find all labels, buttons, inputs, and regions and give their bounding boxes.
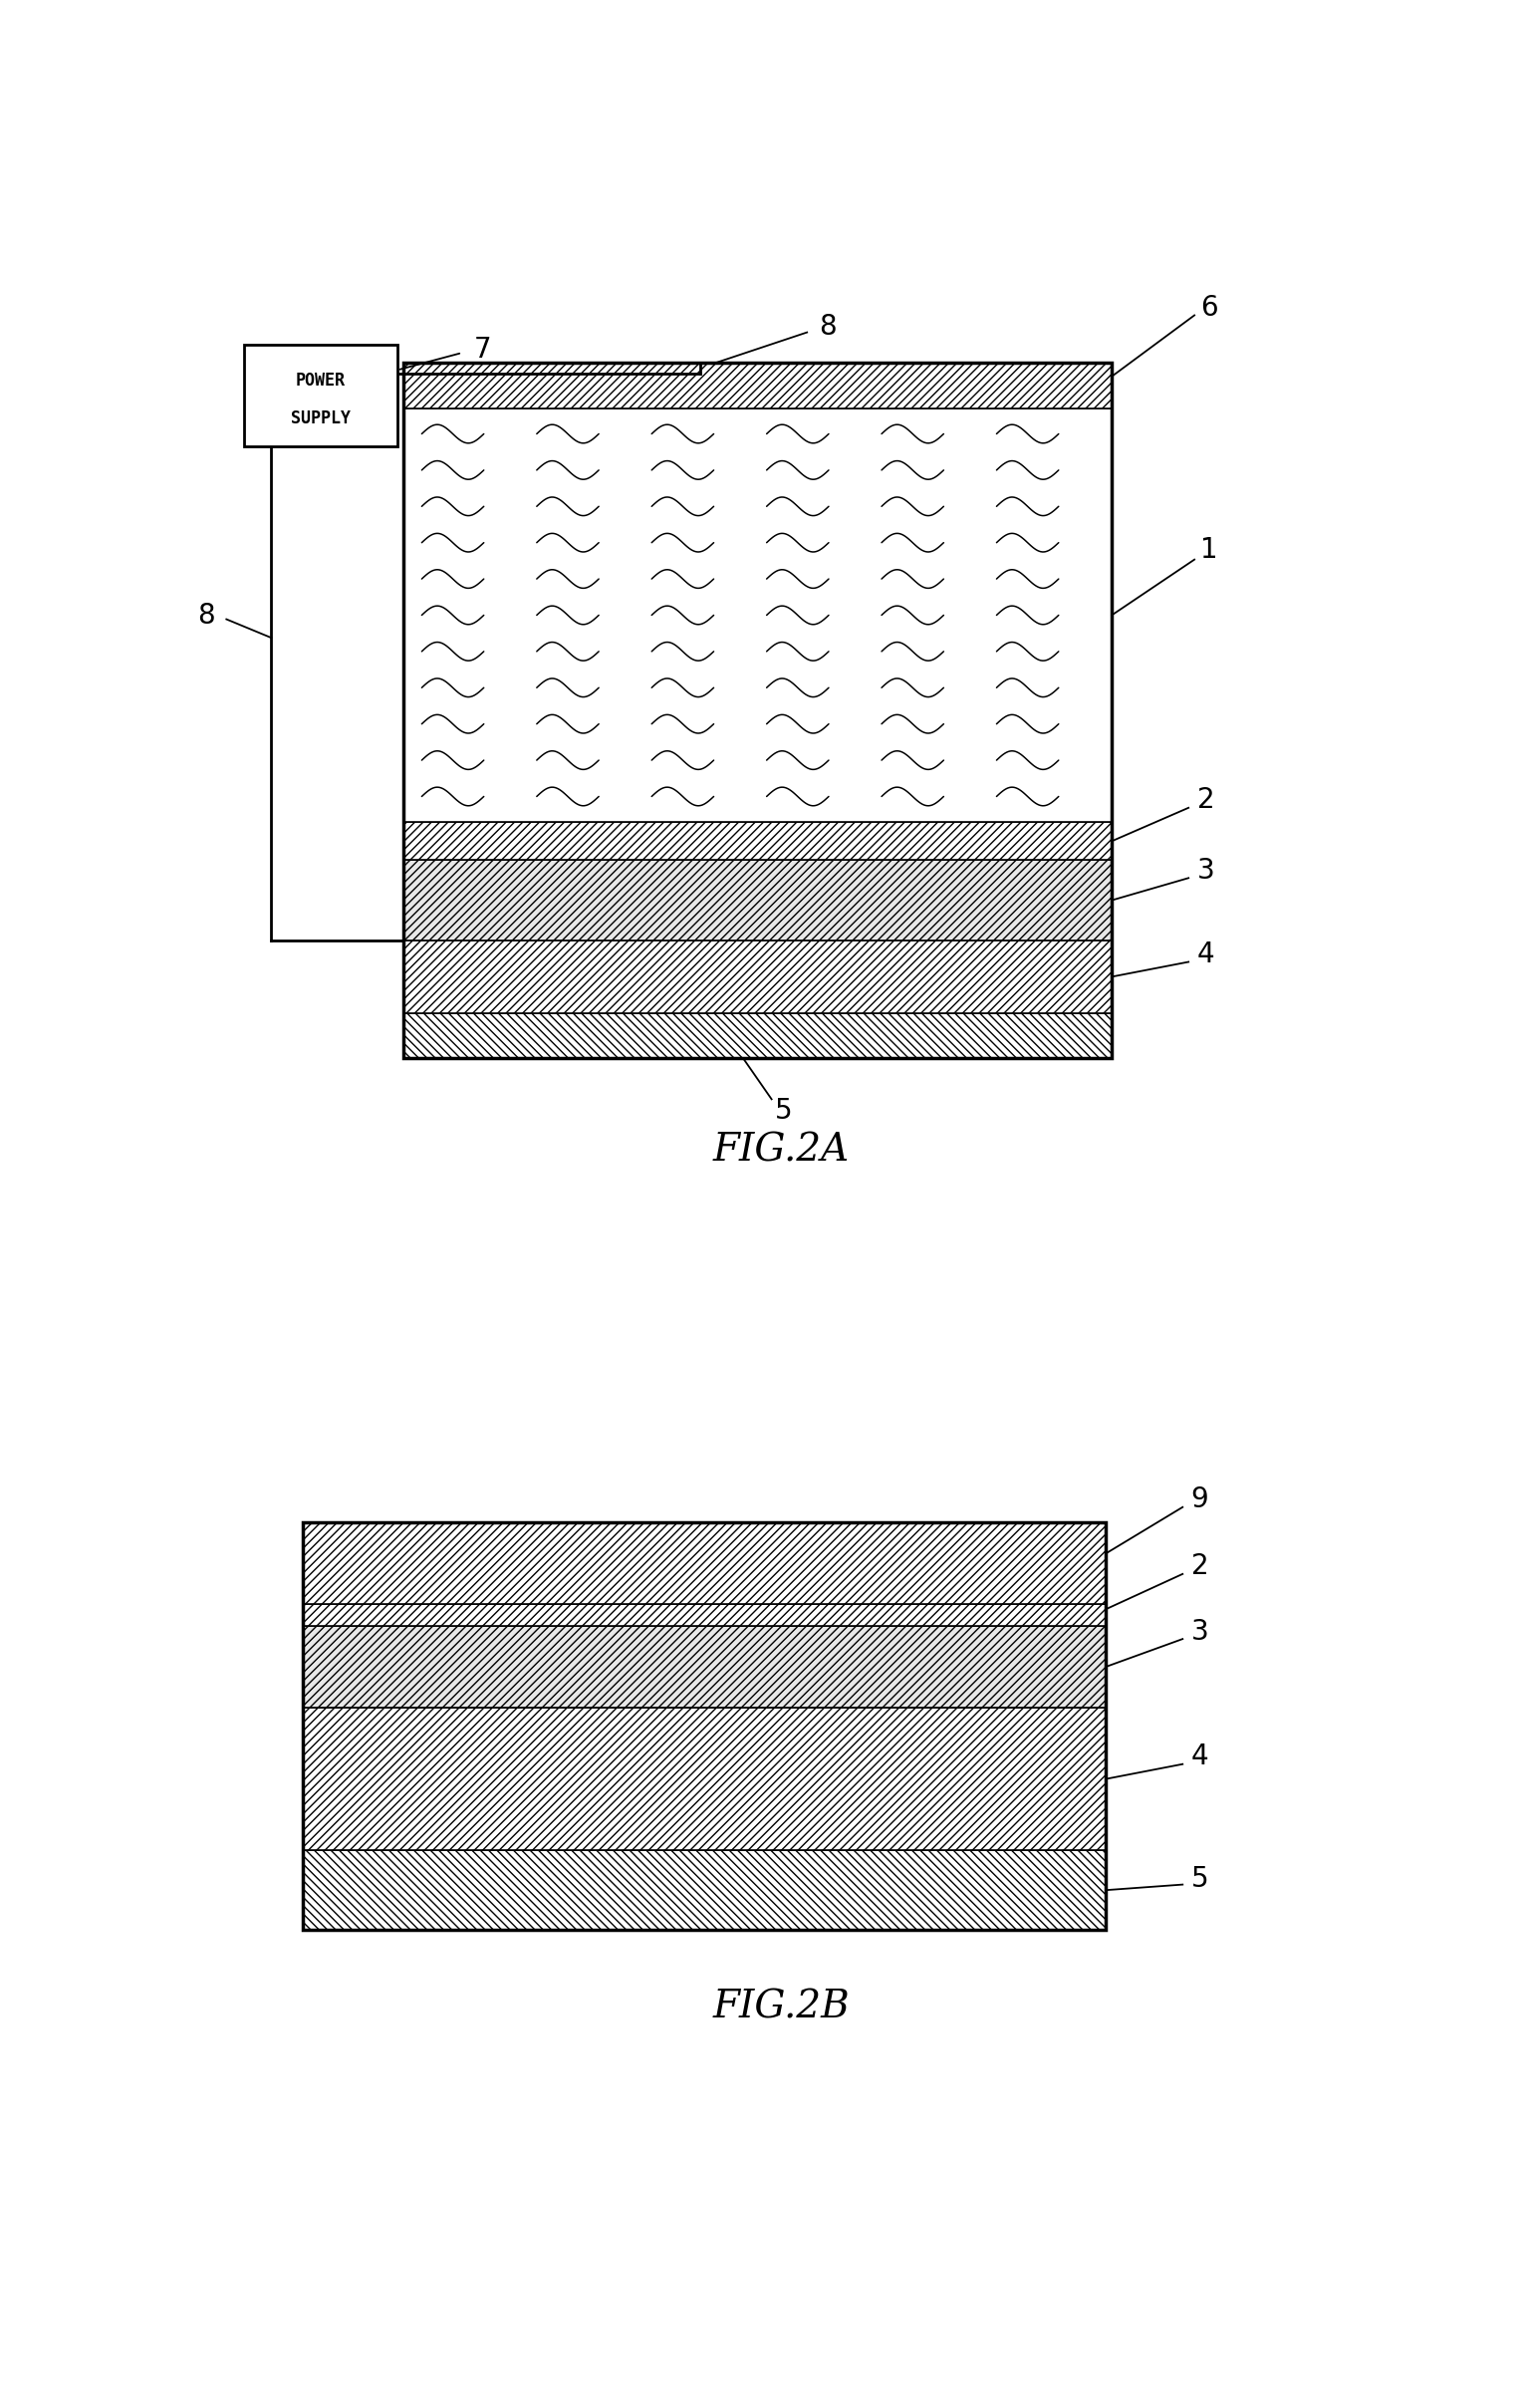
Text: 1: 1 xyxy=(1201,537,1218,563)
Text: 7: 7 xyxy=(474,335,492,364)
Text: 3: 3 xyxy=(1196,857,1215,884)
Text: POWER: POWER xyxy=(296,371,346,390)
Bar xyxy=(303,1707,1106,1849)
Bar xyxy=(402,821,1113,860)
Bar xyxy=(402,364,1113,1060)
Bar xyxy=(303,1604,1106,1625)
Bar xyxy=(303,1625,1106,1707)
Text: 5: 5 xyxy=(1190,1866,1209,1893)
Bar xyxy=(402,409,1113,821)
Text: 8: 8 xyxy=(197,602,215,628)
Text: 3: 3 xyxy=(1190,1618,1209,1645)
Text: 6: 6 xyxy=(1201,294,1218,323)
Text: FIG.2A: FIG.2A xyxy=(713,1132,849,1170)
Bar xyxy=(402,860,1113,939)
Bar xyxy=(303,1522,1106,1604)
Bar xyxy=(402,364,1113,409)
Bar xyxy=(303,1849,1106,1929)
Text: 5: 5 xyxy=(776,1096,792,1125)
Text: 2: 2 xyxy=(1196,787,1215,814)
Text: 2: 2 xyxy=(1190,1553,1209,1580)
Text: FIG.2B: FIG.2B xyxy=(712,1989,850,2025)
Bar xyxy=(303,1522,1106,1929)
Text: 9: 9 xyxy=(1190,1486,1209,1515)
Bar xyxy=(244,344,398,445)
Bar xyxy=(402,1014,1113,1060)
Text: 4: 4 xyxy=(1196,942,1215,968)
Text: 4: 4 xyxy=(1190,1743,1209,1770)
Text: SUPPLY: SUPPLY xyxy=(291,409,351,426)
Bar xyxy=(402,939,1113,1014)
Text: 8: 8 xyxy=(818,313,837,342)
